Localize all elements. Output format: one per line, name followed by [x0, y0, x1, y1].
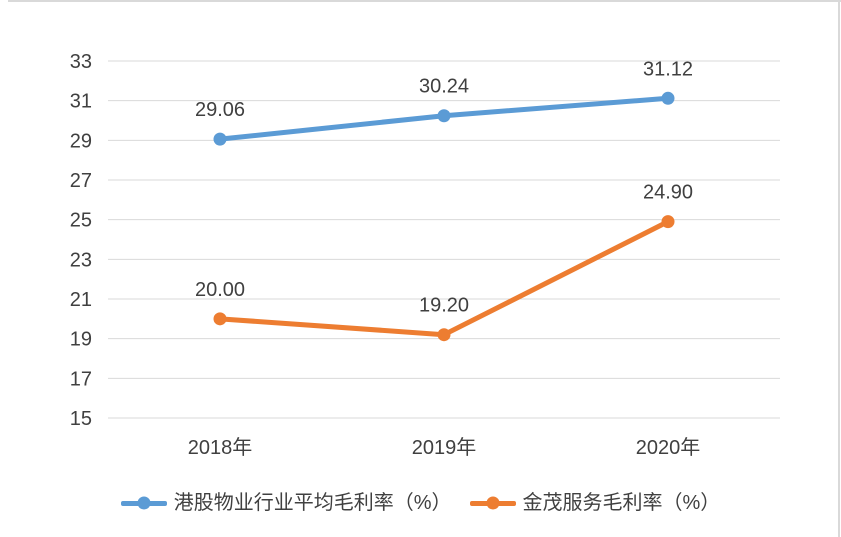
data-point [213, 312, 227, 326]
y-axis-tick-label: 29 [70, 130, 92, 152]
y-axis-tick-label: 33 [70, 51, 92, 73]
data-point [661, 91, 675, 105]
data-point-label: 31.12 [643, 58, 693, 80]
data-point-label: 24.90 [643, 182, 693, 204]
legend-label-jinmao-service: 金茂服务毛利率（%） [522, 492, 721, 514]
series-line-1 [217, 219, 671, 338]
y-axis-tick-label: 25 [70, 210, 92, 232]
figure-top-border [8, 0, 841, 2]
y-axis-tick-label: 27 [70, 170, 92, 192]
y-axis-tick-label: 31 [70, 91, 92, 113]
x-axis-label: 2020年 [636, 436, 701, 459]
data-point [213, 132, 227, 146]
data-point-label: 20.00 [195, 279, 245, 301]
line-chart-plot: 15 17 19 21 23 25 27 29 31 33 2018年 2019年 2020年 29.06… [70, 51, 780, 459]
legend-dot-orange [486, 496, 499, 510]
legend-label-industry-average: 港股物业行业平均毛利率（%） [173, 492, 452, 514]
data-point [437, 109, 451, 123]
data-point-label: 30.24 [419, 76, 469, 98]
legend-line-dot-marker-blue [120, 496, 167, 510]
y-axis-tick-label: 21 [70, 289, 92, 311]
y-axis-tick-label: 15 [70, 408, 92, 430]
figure-right-border [838, 0, 840, 537]
y-axis-tick-label: 23 [70, 249, 92, 271]
x-axis-label: 2019年 [412, 436, 477, 459]
legend-item-industry-average: 港股物业行业平均毛利率（%） [120, 492, 452, 514]
y-axis-tick-label: 17 [70, 368, 92, 390]
legend-dot-blue [137, 496, 151, 510]
data-point-label: 19.20 [419, 295, 469, 317]
chart-legend: 港股物业行业平均毛利率（%） 金茂服务毛利率（%） [0, 489, 841, 517]
x-axis-label: 2018年 [188, 436, 253, 459]
data-point [661, 215, 675, 229]
data-point-label: 29.06 [195, 99, 245, 121]
legend-item-jinmao-service: 金茂服务毛利率（%） [469, 492, 721, 514]
legend-line-dot-marker-orange [469, 496, 516, 510]
y-axis-tick-label: 19 [70, 329, 92, 351]
data-point [437, 328, 451, 342]
